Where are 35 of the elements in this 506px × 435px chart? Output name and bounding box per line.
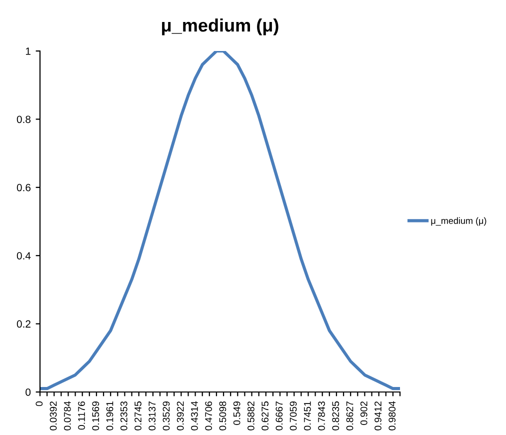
x-tick-label: 0.1176	[78, 401, 85, 430]
y-tick-label: 0.4	[16, 252, 31, 260]
x-tick-label: 0.6275	[262, 401, 268, 430]
x-tick-label: 0.1961	[106, 402, 114, 430]
x-tick-label: 0.0784	[64, 401, 71, 430]
y-tick-label: 1	[26, 48, 30, 55]
x-tick-label: 0.5882	[247, 402, 254, 430]
y-tick-label: 0.8	[16, 116, 31, 124]
y-tick-label: 0.2	[16, 320, 30, 328]
x-tick-label: 0.9804	[388, 401, 396, 430]
x-tick-label: 0.902	[360, 402, 368, 425]
x-tick-label: 0	[36, 401, 43, 406]
x-tick-label: 0.0392	[50, 402, 57, 430]
x-tick-label: 0.3529	[162, 401, 170, 430]
x-tick-label: 0.8235	[332, 401, 340, 430]
x-tick-label: 0.8627	[346, 402, 354, 430]
x-tick-label: 0.7451	[304, 402, 311, 430]
chart-title: μ_medium (μ)	[162, 18, 278, 36]
x-tick-label: 0.7059	[290, 401, 297, 430]
x-tick-label: 0.2353	[120, 401, 128, 430]
x-tick-label: 0.6667	[276, 402, 283, 430]
x-tick-label: 0.9412	[374, 402, 382, 430]
y-tick-label: 0	[26, 388, 31, 396]
x-tick-label: 0.5098	[219, 401, 226, 430]
x-tick-label: 0.3137	[148, 402, 156, 430]
x-tick-label: 0.549	[233, 401, 240, 425]
y-tick-label: 0.6	[16, 184, 31, 192]
x-tick-label: 0.7843	[318, 401, 325, 430]
x-tick-label: 0.3922	[176, 402, 184, 430]
x-tick-label: 0.2745	[134, 401, 142, 430]
x-tick-label: 0.1569	[92, 401, 100, 430]
line-series	[40, 51, 400, 390]
x-tick-label: 0.4706	[205, 401, 212, 430]
x-tick-label: 0.4314	[191, 401, 198, 430]
legend-label: μ_medium (μ)	[431, 217, 486, 226]
